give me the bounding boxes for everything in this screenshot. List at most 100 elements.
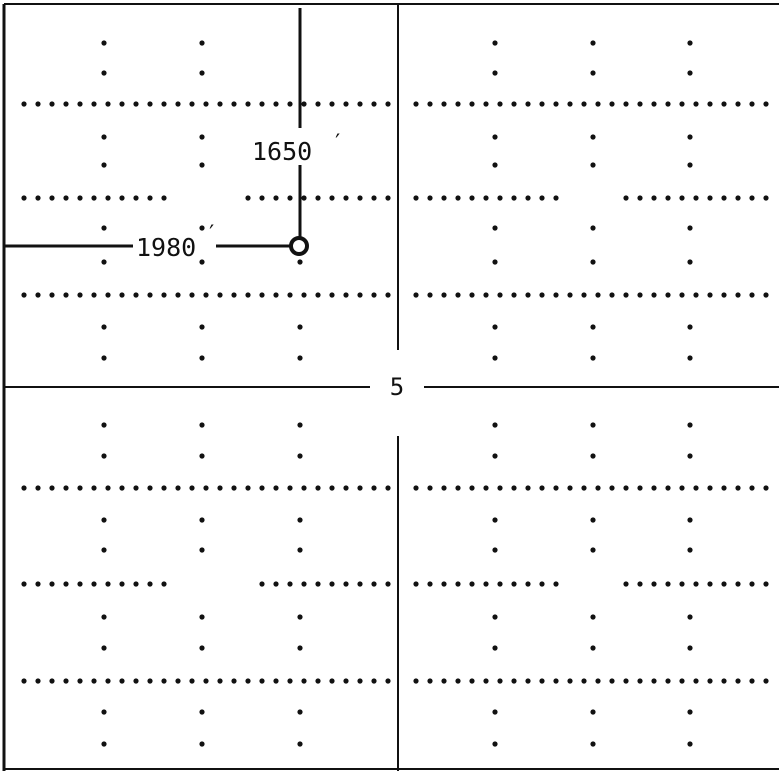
grid-dot bbox=[133, 195, 139, 201]
grid-dot bbox=[203, 678, 209, 684]
grid-dot bbox=[287, 678, 293, 684]
grid-dot bbox=[441, 101, 447, 107]
grid-dot bbox=[357, 581, 363, 587]
grid-dot bbox=[679, 195, 685, 201]
grid-dot bbox=[35, 101, 41, 107]
grid-dot bbox=[687, 324, 693, 330]
grid-dot bbox=[763, 485, 769, 491]
grid-dot bbox=[492, 422, 498, 428]
grid-dot bbox=[147, 678, 153, 684]
grid-dot bbox=[199, 259, 205, 265]
grid-dot bbox=[455, 485, 461, 491]
grid-dot bbox=[287, 101, 293, 107]
grid-dot bbox=[581, 101, 587, 107]
grid-dot bbox=[297, 709, 303, 715]
grid-dot bbox=[492, 453, 498, 459]
grid-dot bbox=[665, 101, 671, 107]
grid-dot bbox=[581, 485, 587, 491]
west-distance-foot-mark: ′ bbox=[205, 222, 218, 247]
grid-dot bbox=[133, 485, 139, 491]
grid-dot bbox=[371, 101, 377, 107]
grid-dot bbox=[687, 70, 693, 76]
grid-dot bbox=[665, 195, 671, 201]
grid-dot bbox=[199, 422, 205, 428]
grid-dot bbox=[687, 709, 693, 715]
grid-dot bbox=[101, 259, 107, 265]
grid-dot bbox=[161, 485, 167, 491]
grid-dot bbox=[49, 292, 55, 298]
grid-dot bbox=[301, 581, 307, 587]
grid-dot bbox=[49, 485, 55, 491]
grid-dot bbox=[511, 485, 517, 491]
grid-dot bbox=[609, 101, 615, 107]
grid-dot bbox=[101, 422, 107, 428]
grid-dot bbox=[91, 292, 97, 298]
grid-dot bbox=[245, 101, 251, 107]
grid-dot bbox=[687, 614, 693, 620]
grid-dot bbox=[101, 741, 107, 747]
grid-dot bbox=[49, 678, 55, 684]
grid-dot bbox=[259, 678, 265, 684]
grid-dot bbox=[21, 195, 27, 201]
grid-dot bbox=[427, 678, 433, 684]
grid-dot bbox=[590, 453, 596, 459]
grid-dot bbox=[483, 195, 489, 201]
grid-dot bbox=[665, 678, 671, 684]
grid-dot bbox=[101, 162, 107, 168]
grid-dot bbox=[231, 678, 237, 684]
grid-dot bbox=[492, 517, 498, 523]
grid-dot bbox=[217, 292, 223, 298]
grid-dot bbox=[199, 453, 205, 459]
grid-dot bbox=[297, 259, 303, 265]
grid-dot bbox=[413, 485, 419, 491]
grid-dot bbox=[35, 581, 41, 587]
grid-dot bbox=[199, 741, 205, 747]
grid-dot bbox=[469, 485, 475, 491]
grid-dot bbox=[763, 292, 769, 298]
grid-dot bbox=[199, 645, 205, 651]
grid-dot bbox=[492, 547, 498, 553]
grid-dot bbox=[189, 485, 195, 491]
grid-dot bbox=[590, 645, 596, 651]
north-distance-label: 1650 bbox=[252, 137, 312, 166]
grid-dot bbox=[413, 101, 419, 107]
grid-dot bbox=[297, 453, 303, 459]
grid-dot bbox=[707, 485, 713, 491]
grid-dot bbox=[511, 581, 517, 587]
grid-dot bbox=[105, 485, 111, 491]
grid-dot bbox=[707, 581, 713, 587]
grid-dot bbox=[455, 195, 461, 201]
grid-dot bbox=[273, 195, 279, 201]
grid-dot bbox=[133, 101, 139, 107]
grid-dot bbox=[119, 485, 125, 491]
grid-dot bbox=[101, 709, 107, 715]
grid-dot bbox=[91, 581, 97, 587]
grid-dot bbox=[287, 292, 293, 298]
grid-dot bbox=[567, 678, 573, 684]
grid-dot bbox=[301, 195, 307, 201]
grid-dot bbox=[329, 195, 335, 201]
grid-dot bbox=[590, 324, 596, 330]
west-distance-label: 1980 bbox=[136, 233, 196, 262]
grid-dot bbox=[105, 101, 111, 107]
grid-dot bbox=[735, 292, 741, 298]
grid-dot bbox=[492, 709, 498, 715]
grid-dot bbox=[231, 101, 237, 107]
grid-dot bbox=[492, 741, 498, 747]
grid-dot bbox=[315, 101, 321, 107]
grid-dot bbox=[21, 485, 27, 491]
grid-dot bbox=[77, 195, 83, 201]
grid-dot bbox=[329, 292, 335, 298]
grid-dot bbox=[301, 485, 307, 491]
grid-dot bbox=[749, 581, 755, 587]
grid-dot bbox=[357, 485, 363, 491]
grid-dot bbox=[189, 292, 195, 298]
grid-dot bbox=[259, 581, 265, 587]
grid-dot bbox=[21, 581, 27, 587]
grid-dot bbox=[581, 678, 587, 684]
grid-dot bbox=[301, 678, 307, 684]
grid-dot bbox=[707, 678, 713, 684]
grid-dot bbox=[492, 355, 498, 361]
grid-dot bbox=[371, 678, 377, 684]
grid-dot bbox=[539, 292, 545, 298]
